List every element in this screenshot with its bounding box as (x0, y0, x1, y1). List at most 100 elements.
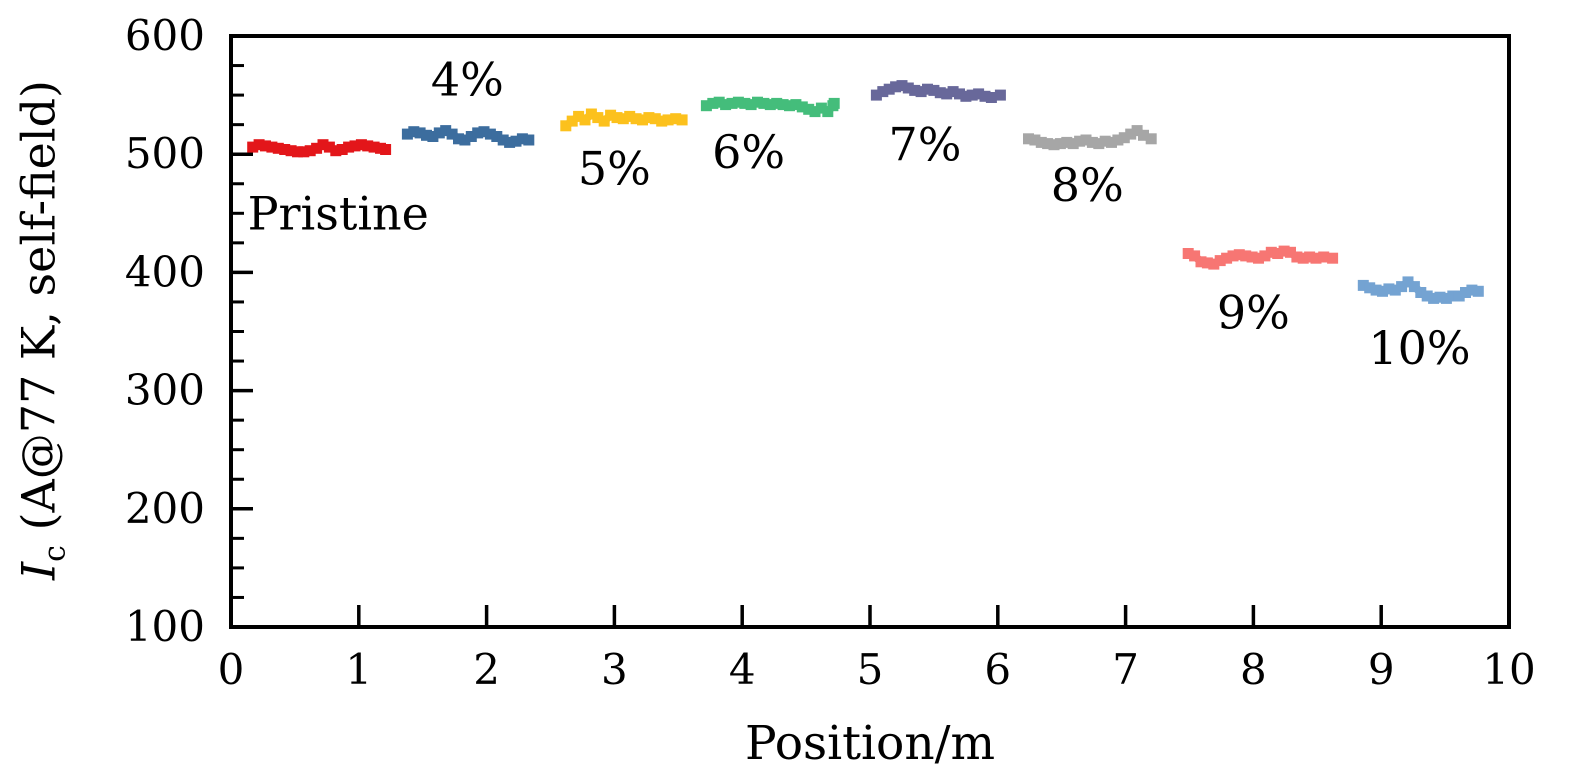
series-markers-8pct (1023, 125, 1157, 151)
y-axis-title: Ic (A@77 K, self-field) (11, 80, 72, 580)
series-marker (1370, 284, 1382, 296)
series-marker (670, 113, 682, 125)
series-marker (1389, 284, 1401, 296)
series-marker (1447, 290, 1459, 302)
series-marker (1182, 248, 1194, 259)
series-marker (1421, 290, 1433, 302)
series-marker (1318, 251, 1330, 263)
x-axis-title: Position/m (744, 716, 996, 771)
series-marker (784, 100, 795, 112)
series-marker (1466, 284, 1478, 296)
series-markers-9pct (1182, 245, 1339, 270)
series-marker (1408, 281, 1420, 293)
x-tick-label: 2 (473, 645, 500, 694)
series-label-7pct: 7% (889, 118, 962, 172)
series-marker (260, 140, 271, 152)
series-marker (478, 126, 490, 138)
series-marker (726, 97, 738, 109)
x-tick-label: 3 (601, 645, 628, 694)
series-marker (1118, 132, 1130, 144)
series-marker (516, 133, 528, 145)
series-marker (979, 90, 991, 102)
series-marker (465, 131, 477, 142)
series-marker (1029, 134, 1041, 146)
series-marker (1201, 257, 1213, 269)
series-marker (973, 88, 985, 100)
series-marker (700, 100, 712, 112)
series-label-6pct: 6% (712, 125, 785, 179)
plot-border (229, 34, 1511, 629)
series-marker (1145, 133, 1157, 145)
series-marker (1054, 138, 1066, 150)
y-axis-title-subscript: c (37, 545, 73, 562)
series-marker (497, 134, 509, 146)
series-marker (598, 115, 610, 127)
series-marker (336, 144, 348, 155)
series-marker (1208, 258, 1220, 270)
series-marker (1138, 129, 1149, 141)
x-tick-label: 9 (1368, 645, 1395, 694)
series-marker (368, 141, 380, 153)
series-marker (446, 128, 458, 140)
series-marker (1472, 285, 1484, 297)
series-marker (883, 83, 895, 95)
series-markers-10pct (1357, 276, 1484, 304)
series-marker (1460, 287, 1471, 298)
series-marker (617, 113, 629, 125)
y-axis-title-symbol: I (11, 561, 66, 581)
series-marker (247, 141, 259, 153)
series-markers-4pct (401, 125, 535, 148)
series-marker (433, 127, 445, 139)
series-marker (752, 96, 763, 108)
x-tick-label: 5 (857, 645, 884, 694)
series-marker (1086, 136, 1098, 148)
series-markers-7pct (870, 80, 1006, 103)
series-label-5pct: 5% (578, 141, 651, 195)
series-marker (1240, 250, 1252, 262)
x-tick-label: 7 (1112, 645, 1139, 694)
series-marker (643, 112, 655, 124)
series-marker (266, 141, 278, 153)
series-marker (720, 99, 732, 111)
series-marker (649, 113, 661, 125)
series-label-4pct: 4% (431, 53, 504, 107)
series-marker (510, 135, 522, 147)
series-marker (414, 127, 426, 139)
series-marker (1061, 136, 1073, 148)
series-marker (732, 96, 744, 108)
series-marker (676, 114, 688, 126)
y-tick-label: 600 (125, 11, 205, 60)
series-marker (304, 145, 316, 157)
series-marker (484, 128, 496, 140)
series-marker (421, 129, 432, 141)
series-marker (1106, 136, 1117, 148)
series-marker (994, 89, 1006, 101)
series-marker (1402, 276, 1414, 288)
x-tick-label: 10 (1482, 645, 1535, 694)
series-marker (1297, 252, 1309, 264)
y-tick-label: 200 (125, 484, 205, 533)
series-marker (504, 136, 516, 148)
series-marker (915, 86, 927, 98)
series-label-8pct: 8% (1051, 158, 1124, 212)
series-marker (630, 113, 642, 125)
series-marker (408, 126, 420, 138)
series-marker (253, 139, 265, 151)
series-marker (1383, 283, 1395, 295)
series-marker (1272, 248, 1284, 259)
series-marker (1233, 249, 1245, 261)
series-marker (1357, 279, 1369, 291)
series-marker (1131, 125, 1143, 137)
series-marker (771, 97, 783, 109)
series-marker (1396, 281, 1408, 293)
x-tick-label: 6 (984, 645, 1011, 694)
series-marker (1278, 245, 1290, 257)
x-tick-label: 4 (729, 645, 756, 694)
series-marker (822, 106, 834, 118)
series-marker (1291, 251, 1303, 263)
series-marker (1099, 135, 1111, 147)
series-marker (343, 141, 355, 153)
series-marker (966, 89, 978, 101)
